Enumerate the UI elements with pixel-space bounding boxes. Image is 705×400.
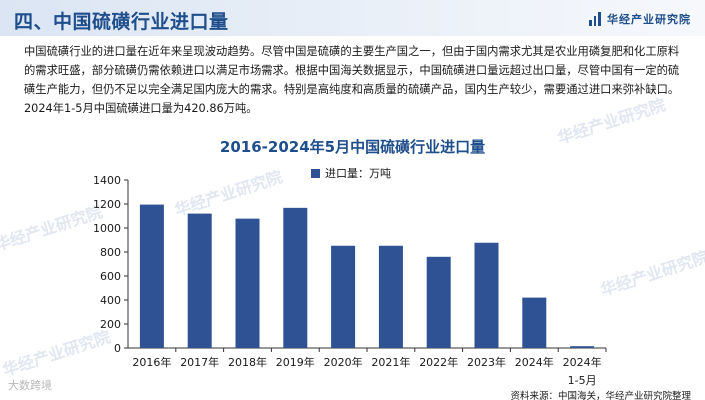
bar bbox=[522, 297, 547, 348]
bar bbox=[235, 218, 260, 348]
x-tick-label: 2021年 bbox=[371, 355, 410, 369]
x-tick-label: 2018年 bbox=[228, 355, 267, 369]
bar bbox=[426, 256, 451, 348]
y-tick-label: 1400 bbox=[93, 174, 121, 187]
bar bbox=[283, 207, 308, 348]
y-tick-label: 1200 bbox=[93, 198, 121, 211]
bar-logo-icon bbox=[589, 12, 602, 26]
bar bbox=[570, 346, 595, 348]
y-tick-label: 1000 bbox=[93, 222, 121, 235]
legend-label: 进口量：万吨 bbox=[325, 167, 391, 180]
chart-title: 2016-2024年5月中国硫磺行业进口量 bbox=[219, 138, 486, 156]
x-tick-label: 2020年 bbox=[324, 355, 363, 369]
x-tick-label: 1-5月 bbox=[568, 374, 597, 387]
y-tick-label: 800 bbox=[100, 246, 121, 259]
x-tick-label: 2023年 bbox=[467, 355, 506, 369]
y-tick-label: 400 bbox=[100, 294, 121, 307]
bar bbox=[331, 245, 356, 348]
logo-text: 华经产业研究院 bbox=[607, 13, 691, 26]
bar bbox=[139, 204, 164, 348]
bar bbox=[187, 213, 212, 348]
bar bbox=[474, 242, 499, 348]
x-tick-label: 2022年 bbox=[419, 355, 458, 369]
x-tick-label: 2024年 bbox=[563, 355, 602, 369]
brand-logo: 华经产业研究院 bbox=[589, 11, 691, 27]
source-note: 资料来源：中国海关，华经产业研究院整理 bbox=[510, 391, 691, 400]
x-tick-label: 2024年 bbox=[515, 355, 554, 369]
bar bbox=[378, 245, 403, 348]
y-tick-label: 0 bbox=[114, 342, 121, 355]
x-tick-label: 2019年 bbox=[276, 355, 315, 369]
y-tick-label: 200 bbox=[100, 318, 121, 331]
chart-legend: 进口量：万吨 bbox=[311, 165, 391, 181]
y-tick-label: 600 bbox=[100, 270, 121, 283]
x-tick-label: 2017年 bbox=[180, 355, 219, 369]
legend-swatch bbox=[311, 168, 320, 178]
header-band bbox=[0, 0, 705, 36]
page-title: 四、中国硫磺行业进口量 bbox=[14, 11, 229, 33]
intro-paragraph: 中国硫磺行业的进口量在近年来呈现波动趋势。尽管中国是硫磺的主要生产国之一，但由于… bbox=[24, 45, 680, 115]
bottom-logo: 大数跨境 bbox=[8, 379, 52, 392]
x-tick-label: 2016年 bbox=[132, 355, 171, 369]
